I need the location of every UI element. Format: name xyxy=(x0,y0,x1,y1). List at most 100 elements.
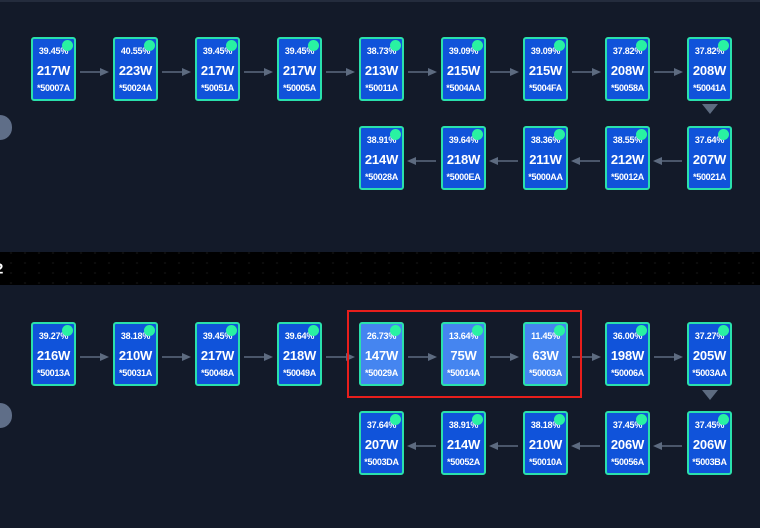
canvas-handle-bottom[interactable] xyxy=(0,403,12,428)
device-percent: 38.18% xyxy=(120,331,151,341)
device-power: 213W xyxy=(364,62,399,78)
flow-arrow-left-icon xyxy=(571,153,601,165)
status-dot-icon xyxy=(390,129,401,140)
device-card[interactable]: 39.45% 217W *50048A xyxy=(195,322,240,386)
device-card[interactable]: 37.82% 208W *50041A xyxy=(687,37,732,101)
device-card[interactable]: 39.45% 217W *50051A xyxy=(195,37,240,101)
device-serial: *50056A xyxy=(611,457,644,467)
status-dot-icon xyxy=(472,129,483,140)
status-dot-icon xyxy=(472,325,483,336)
flow-arrow-right-icon xyxy=(489,349,519,361)
device-percent: 38.18% xyxy=(530,420,561,430)
status-dot-icon xyxy=(472,40,483,51)
status-dot-icon xyxy=(636,129,647,140)
device-serial: *5003DA xyxy=(364,457,399,467)
flow-arrow-right-icon xyxy=(243,349,273,361)
status-dot-icon xyxy=(718,129,729,140)
flow-arrow-right-icon xyxy=(243,64,273,76)
device-card[interactable]: 37.64% 207W *50021A xyxy=(687,126,732,190)
device-power: 63W xyxy=(532,347,559,363)
device-serial: *50006A xyxy=(611,368,644,378)
device-card[interactable]: 38.73% 213W *50011A xyxy=(359,37,404,101)
device-percent: 39.45% xyxy=(38,46,69,56)
device-serial: *50010A xyxy=(529,457,562,467)
device-card[interactable]: 39.09% 215W *5004FA xyxy=(523,37,568,101)
status-dot-icon xyxy=(390,325,401,336)
device-card[interactable]: 37.45% 206W *50056A xyxy=(605,411,650,475)
flow-arrow-right-icon xyxy=(161,349,191,361)
status-dot-icon xyxy=(390,40,401,51)
flow-arrow-right-icon xyxy=(79,64,109,76)
device-card[interactable]: 38.36% 211W *5000AA xyxy=(523,126,568,190)
device-card[interactable]: 38.55% 212W *50012A xyxy=(605,126,650,190)
device-serial: *5003BA xyxy=(692,457,727,467)
device-percent: 37.64% xyxy=(366,420,397,430)
device-card[interactable]: 39.64% 218W *50049A xyxy=(277,322,322,386)
device-card[interactable]: 39.45% 217W *50005A xyxy=(277,37,322,101)
device-serial: *50031A xyxy=(119,368,152,378)
device-card[interactable]: 37.27% 205W *5003AA xyxy=(687,322,732,386)
status-dot-icon xyxy=(636,40,647,51)
device-card[interactable]: 37.45% 206W *5003BA xyxy=(687,411,732,475)
device-card[interactable]: 38.18% 210W *50031A xyxy=(113,322,158,386)
device-percent: 39.45% xyxy=(284,46,315,56)
device-power: 216W xyxy=(36,347,71,363)
device-card[interactable]: 37.82% 208W *50058A xyxy=(605,37,650,101)
device-card[interactable]: 36.00% 198W *50006A xyxy=(605,322,650,386)
device-serial: *50024A xyxy=(119,83,152,93)
status-dot-icon xyxy=(62,325,73,336)
flow-arrow-left-icon xyxy=(489,153,519,165)
device-card[interactable]: 11.45% 63W *50003A xyxy=(523,322,568,386)
status-dot-icon xyxy=(718,414,729,425)
status-dot-icon xyxy=(62,40,73,51)
device-power: 75W xyxy=(450,347,477,363)
device-power: 207W xyxy=(692,151,727,167)
device-card[interactable]: 39.64% 218W *5000EA xyxy=(441,126,486,190)
device-serial: *50048A xyxy=(201,368,234,378)
device-serial: *5004AA xyxy=(446,83,481,93)
device-percent: 38.36% xyxy=(530,135,561,145)
device-card[interactable]: 26.73% 147W *50029A xyxy=(359,322,404,386)
device-card[interactable]: 39.27% 216W *50013A xyxy=(31,322,76,386)
flow-arrow-left-icon xyxy=(653,438,683,450)
device-percent: 37.27% xyxy=(694,331,725,341)
status-dot-icon xyxy=(636,414,647,425)
flow-arrow-right-icon xyxy=(161,64,191,76)
device-card[interactable]: 38.91% 214W *50052A xyxy=(441,411,486,475)
device-power: 217W xyxy=(282,62,317,78)
device-power: 218W xyxy=(282,347,317,363)
device-card[interactable]: 39.45% 217W *50007A xyxy=(31,37,76,101)
device-serial: *50049A xyxy=(283,368,316,378)
device-power: 207W xyxy=(364,436,399,452)
device-serial: *5000EA xyxy=(446,172,481,182)
canvas-handle-top[interactable] xyxy=(0,115,12,140)
device-card[interactable]: 39.09% 215W *5004AA xyxy=(441,37,486,101)
device-serial: *5004FA xyxy=(529,83,562,93)
device-power: 198W xyxy=(610,347,645,363)
device-serial: *50005A xyxy=(283,83,316,93)
device-serial: *50052A xyxy=(447,457,480,467)
device-percent: 40.55% xyxy=(120,46,151,56)
device-power: 214W xyxy=(446,436,481,452)
device-power: 206W xyxy=(692,436,727,452)
flow-down-chevron-icon xyxy=(701,390,718,400)
device-card[interactable]: 38.18% 210W *50010A xyxy=(523,411,568,475)
status-dot-icon xyxy=(554,40,565,51)
device-serial: *50058A xyxy=(611,83,644,93)
device-serial: *50051A xyxy=(201,83,234,93)
device-percent: 38.91% xyxy=(366,135,397,145)
device-power: 217W xyxy=(36,62,71,78)
device-card[interactable]: 40.55% 223W *50024A xyxy=(113,37,158,101)
device-card[interactable]: 37.64% 207W *5003DA xyxy=(359,411,404,475)
device-card[interactable]: 13.64% 75W *50014A xyxy=(441,322,486,386)
device-percent: 39.09% xyxy=(448,46,479,56)
flow-arrow-right-icon xyxy=(79,349,109,361)
flow-arrow-left-icon xyxy=(653,153,683,165)
status-dot-icon xyxy=(144,40,155,51)
status-dot-icon xyxy=(718,40,729,51)
device-serial: *50013A xyxy=(37,368,70,378)
device-power: 215W xyxy=(446,62,481,78)
device-card[interactable]: 38.91% 214W *50028A xyxy=(359,126,404,190)
device-power: 208W xyxy=(692,62,727,78)
